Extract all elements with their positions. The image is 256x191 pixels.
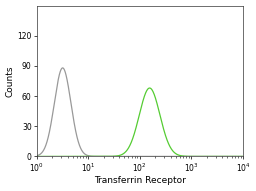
Y-axis label: Counts: Counts [6,65,15,97]
X-axis label: Transferrin Receptor: Transferrin Receptor [94,176,186,185]
